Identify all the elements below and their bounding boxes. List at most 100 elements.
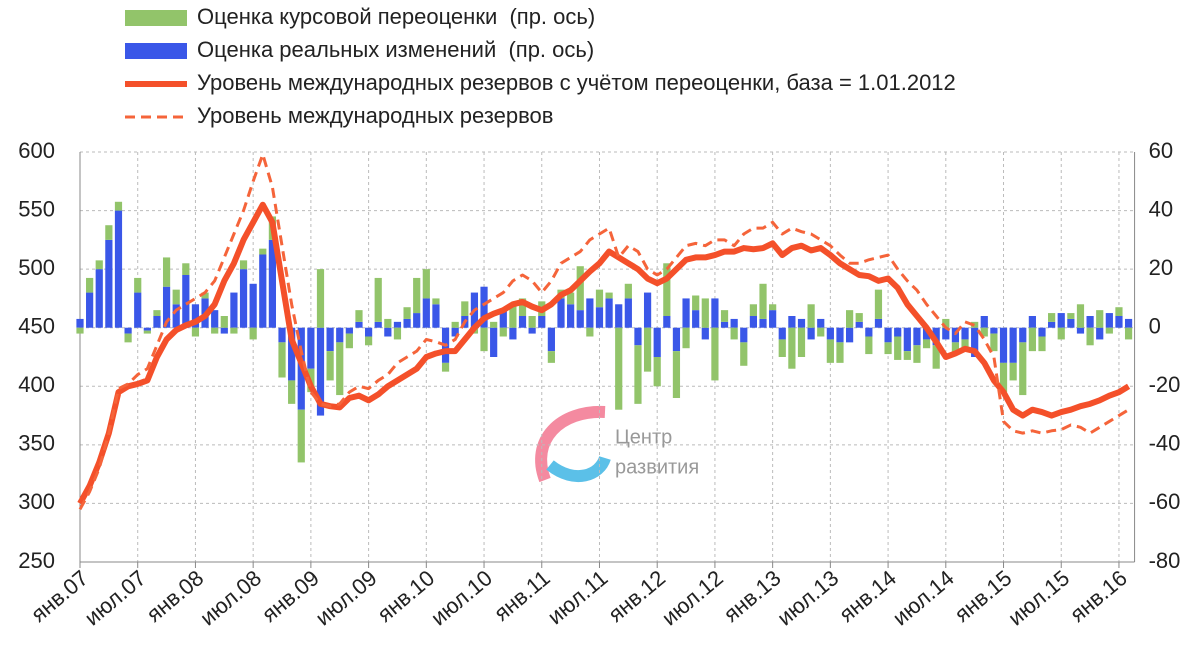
bar [1124,327,1133,340]
bar [663,263,671,316]
bar [239,269,248,328]
bar [1076,327,1085,334]
bar [480,327,488,352]
bar [624,283,632,299]
bar [441,362,450,372]
bar [220,327,228,334]
bar [230,327,238,334]
bar [76,318,84,328]
x-tick-label: июл.08 [195,565,266,630]
bar [951,342,960,355]
bar [422,269,430,299]
bar [701,327,709,340]
x-tick-label: июл.09 [311,565,382,630]
bar [451,327,459,337]
bar [547,351,555,363]
bar [971,327,979,357]
bar [720,310,729,322]
bar [1115,307,1123,316]
bar [143,330,151,334]
bar [509,327,517,340]
bar [1057,327,1065,340]
bar [1057,313,1065,328]
bar [1028,327,1036,352]
bar [672,351,681,398]
bar [778,339,786,357]
bar [663,316,671,328]
bar [374,277,382,322]
line [78,152,1130,511]
bar [480,286,488,328]
bar [249,327,257,340]
bar [557,298,565,328]
bar [836,327,844,343]
bar [826,339,834,363]
bar [586,327,594,337]
y-tick-label: 600 [18,138,55,163]
bar [432,298,440,305]
bar [220,316,228,328]
bar [643,327,652,372]
bar [874,289,883,319]
bar [268,239,276,328]
y2-tick-label: 0 [1149,314,1161,339]
bar [105,225,113,240]
bar [307,327,315,369]
bar [374,321,382,328]
bar [903,327,911,352]
x-tick-label: янв.10 [372,565,439,627]
bar [903,351,911,360]
bar [980,327,988,337]
bar [836,342,844,363]
x-tick-label: янв.16 [1065,565,1132,627]
bar [1096,310,1104,328]
bar [634,345,642,404]
bar [769,304,777,311]
bar [884,342,892,355]
bar [740,327,748,343]
bar [567,304,575,328]
bar [1076,304,1085,328]
bar [913,327,921,346]
bar [576,266,584,311]
bar [1086,316,1094,328]
bar [76,327,84,334]
x-tick-label: янв.12 [603,565,670,627]
bar [509,304,517,328]
bar [1105,327,1113,334]
bar [365,336,373,346]
watermark-text: Центр [615,426,672,448]
bar [922,339,931,349]
bar [547,327,555,352]
x-tick-label: янв.08 [141,565,208,627]
bar [336,327,344,343]
bar [778,327,786,340]
bar [595,307,604,328]
y2-tick-label: 60 [1149,138,1173,163]
bar [345,333,353,349]
x-tick-label: июл.12 [657,565,728,630]
bar [653,327,661,357]
y2-tick-label: 40 [1149,196,1173,221]
bar [1038,336,1046,352]
y-tick-label: 350 [18,431,55,456]
bar [999,327,1008,363]
y2-tick-label: -20 [1149,372,1181,397]
bar [432,304,440,328]
bar [740,342,748,366]
bar [846,310,854,328]
bar [759,318,767,328]
bar [191,304,200,328]
bar [413,313,421,328]
bar [105,239,113,328]
bar [461,301,469,316]
watermark-logo [535,405,611,483]
bar [326,327,334,352]
y-tick-label: 300 [18,489,55,514]
x-tick-label: июл.07 [80,565,151,630]
bar [124,327,132,334]
bar [211,327,219,334]
bar [865,327,873,337]
y-tick-label: 550 [18,196,55,221]
